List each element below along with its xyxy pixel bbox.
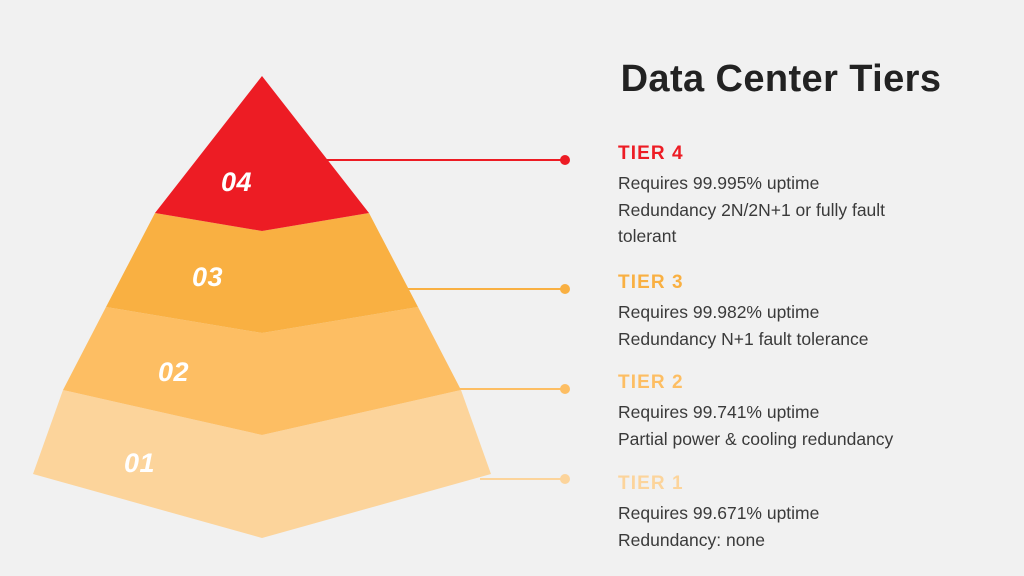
connector-dot-tier-1 <box>560 474 570 484</box>
connector-line-tier-1 <box>480 474 570 484</box>
pyramid-level-04[interactable] <box>155 76 369 231</box>
tier-2-description: Requires 99.741% uptime Partial power & … <box>618 399 1024 452</box>
pyramid-level-02[interactable] <box>63 307 461 435</box>
tier-2-heading: TIER 2 <box>618 372 684 393</box>
page-title: Data Center Tiers <box>620 58 942 100</box>
connector-line-tier-2 <box>436 384 570 394</box>
tier-3-heading: TIER 3 <box>618 272 684 293</box>
tier-4-heading: TIER 4 <box>618 143 684 164</box>
tier-4-description: Requires 99.995% uptime Redundancy 2N/2N… <box>618 170 1024 250</box>
tier-1-heading: TIER 1 <box>618 473 684 494</box>
connector-stroke-tier-3 <box>392 288 566 290</box>
connector-dot-tier-2 <box>560 384 570 394</box>
tier-block-1[interactable]: TIER 1 Requires 99.671% uptime Redundanc… <box>618 474 1024 553</box>
tier-1-line-1: Requires 99.671% uptime <box>618 503 820 523</box>
tier-block-4[interactable]: TIER 4 Requires 99.995% uptime Redundanc… <box>618 144 1024 250</box>
tier-block-3[interactable]: TIER 3 Requires 99.982% uptime Redundanc… <box>618 273 1024 352</box>
connector-stroke-tier-4 <box>310 159 566 161</box>
tier-2-line-1: Requires 99.741% uptime <box>618 402 820 422</box>
connector-stroke-tier-1 <box>480 478 566 480</box>
pyramid-label-03: 03 <box>192 262 223 292</box>
content-panel: Data Center Tiers TIER 4 Requires 99.995… <box>561 0 1024 576</box>
tier-3-line-1: Requires 99.982% uptime <box>618 302 820 322</box>
tier-3-line-2: Redundancy N+1 fault tolerance <box>618 328 869 349</box>
tier-1-description: Requires 99.671% uptime Redundancy: none <box>618 500 1024 553</box>
connector-dot-tier-3 <box>560 284 570 294</box>
pyramid-level-03[interactable] <box>106 213 418 333</box>
tier-2-line-2: Partial power & cooling redundancy <box>618 428 894 449</box>
pyramid-label-04: 04 <box>221 167 252 197</box>
tier-4-line-3: tolerant <box>618 226 677 247</box>
connector-line-tier-4 <box>310 155 570 165</box>
connector-stroke-tier-2 <box>436 388 566 390</box>
tier-block-2[interactable]: TIER 2 Requires 99.741% uptime Partial p… <box>618 373 1024 452</box>
connector-dot-tier-4 <box>560 155 570 165</box>
tier-4-line-1: Requires 99.995% uptime <box>618 173 820 193</box>
tier-1-line-2: Redundancy: none <box>618 529 765 550</box>
connector-line-tier-3 <box>392 284 570 294</box>
tier-4-line-2: Redundancy 2N/2N+1 or fully fault <box>618 199 886 220</box>
tier-3-description: Requires 99.982% uptime Redundancy N+1 f… <box>618 299 1024 352</box>
pyramid-label-02: 02 <box>158 357 189 387</box>
pyramid-label-01: 01 <box>124 448 155 478</box>
pyramid-level-01[interactable] <box>33 390 491 538</box>
